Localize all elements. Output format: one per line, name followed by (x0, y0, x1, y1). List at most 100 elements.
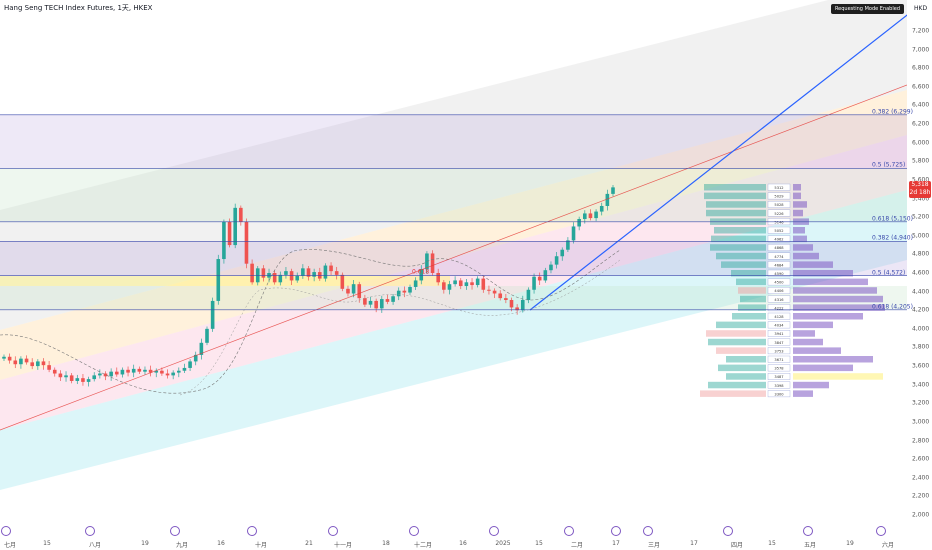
event-marker-icon[interactable] (328, 526, 338, 536)
candle-body[interactable] (222, 221, 226, 260)
candle-body[interactable] (199, 342, 204, 355)
candle-body[interactable] (470, 282, 474, 286)
candle-body[interactable] (492, 290, 497, 294)
candle-body[interactable] (30, 362, 34, 367)
candle-body[interactable] (396, 290, 401, 297)
candle-body[interactable] (36, 361, 40, 367)
candle-body[interactable] (250, 263, 254, 283)
candle-body[interactable] (13, 360, 18, 365)
candle-body[interactable] (244, 221, 249, 264)
candle-body[interactable] (210, 300, 215, 329)
candle-body[interactable] (92, 375, 97, 380)
candle-body[interactable] (611, 187, 615, 194)
candle-body[interactable] (515, 307, 519, 311)
candle-body[interactable] (261, 268, 266, 278)
candle-body[interactable] (98, 373, 102, 376)
candle-body[interactable] (64, 375, 68, 378)
candle-body[interactable] (442, 282, 446, 290)
event-marker-icon[interactable] (247, 526, 257, 536)
candle-body[interactable] (346, 288, 350, 294)
candle-body[interactable] (594, 211, 598, 219)
candle-body[interactable] (374, 300, 378, 309)
candle-body[interactable] (58, 373, 63, 378)
candle-body[interactable] (504, 298, 508, 300)
event-marker-icon[interactable] (1, 526, 11, 536)
candle-body[interactable] (188, 361, 192, 368)
candle-body[interactable] (81, 378, 85, 382)
candle-body[interactable] (41, 361, 46, 366)
candle-body[interactable] (131, 368, 136, 373)
candle-body[interactable] (233, 207, 237, 246)
candle-body[interactable] (69, 375, 74, 381)
candle-body[interactable] (532, 276, 536, 290)
candle-body[interactable] (19, 358, 23, 365)
candle-body[interactable] (143, 369, 147, 372)
candle-body[interactable] (391, 296, 395, 302)
candle-body[interactable] (239, 207, 243, 222)
event-marker-icon[interactable] (489, 526, 499, 536)
candle-body[interactable] (385, 299, 390, 302)
candle-body[interactable] (295, 275, 300, 281)
blue-trendline[interactable] (529, 5, 920, 311)
candle-body[interactable] (227, 221, 232, 246)
candle-body[interactable] (554, 256, 559, 265)
candle-body[interactable] (464, 282, 469, 287)
candle-body[interactable] (425, 253, 429, 270)
candle-body[interactable] (498, 293, 503, 299)
candle-body[interactable] (75, 378, 80, 381)
candle-body[interactable] (599, 205, 604, 212)
candle-body[interactable] (419, 269, 424, 281)
candle-body[interactable] (114, 371, 119, 375)
candle-body[interactable] (301, 268, 305, 276)
candle-body[interactable] (2, 356, 6, 359)
candle-body[interactable] (549, 264, 553, 271)
candle-body[interactable] (272, 273, 277, 283)
candle-body[interactable] (193, 354, 198, 362)
event-marker-icon[interactable] (643, 526, 653, 536)
candle-body[interactable] (137, 368, 142, 372)
candle-body[interactable] (154, 370, 159, 373)
candle-body[interactable] (447, 284, 452, 290)
candle-body[interactable] (171, 372, 175, 376)
event-marker-icon[interactable] (611, 526, 621, 536)
candle-body[interactable] (537, 276, 542, 281)
candle-body[interactable] (329, 265, 333, 272)
candle-body[interactable] (526, 289, 531, 300)
candle-body[interactable] (487, 289, 491, 291)
candle-body[interactable] (52, 369, 57, 374)
candle-body[interactable] (605, 193, 610, 206)
candle-body[interactable] (363, 298, 367, 305)
candle-body[interactable] (380, 299, 384, 309)
candle-body[interactable] (182, 367, 187, 371)
candle-body[interactable] (413, 280, 418, 287)
candle-body[interactable] (588, 213, 593, 219)
candle-body[interactable] (481, 278, 486, 290)
candle-body[interactable] (402, 290, 407, 293)
candle-body[interactable] (165, 373, 170, 376)
event-marker-icon[interactable] (170, 526, 180, 536)
candle-body[interactable] (120, 369, 125, 375)
candle-body[interactable] (577, 219, 581, 227)
candle-body[interactable] (340, 274, 345, 289)
candle-body[interactable] (571, 226, 576, 241)
event-marker-icon[interactable] (803, 526, 813, 536)
event-marker-icon[interactable] (409, 526, 419, 536)
event-marker-icon[interactable] (723, 526, 733, 536)
candle-body[interactable] (86, 379, 91, 382)
candle-body[interactable] (205, 328, 209, 343)
candle-body[interactable] (160, 370, 164, 374)
candle-body[interactable] (323, 265, 328, 279)
event-marker-icon[interactable] (564, 526, 574, 536)
event-marker-icon[interactable] (876, 526, 886, 536)
candle-body[interactable] (430, 253, 435, 273)
candle-body[interactable] (583, 213, 587, 220)
candle-body[interactable] (177, 370, 181, 373)
candle-body[interactable] (368, 300, 373, 305)
candle-body[interactable] (560, 249, 565, 257)
candle-body[interactable] (351, 284, 356, 294)
mode-badge[interactable]: Requesting Mode Enabled (830, 4, 904, 14)
candle-body[interactable] (103, 373, 108, 377)
candle-body[interactable] (109, 371, 113, 377)
candle-body[interactable] (458, 280, 463, 287)
